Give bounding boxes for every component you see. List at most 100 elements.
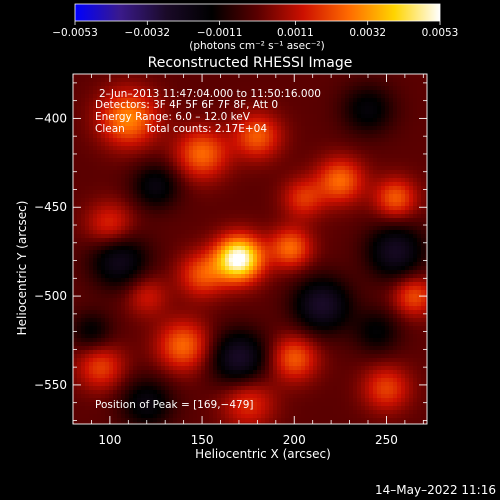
heatmap-cell — [329, 266, 334, 271]
heatmap-cell — [113, 122, 118, 127]
heatmap-cell — [141, 154, 146, 159]
heatmap-cell — [81, 234, 86, 239]
heatmap-cell — [73, 286, 78, 291]
heatmap-cell — [221, 230, 226, 235]
heatmap-cell — [361, 178, 366, 183]
heatmap-cell — [125, 82, 130, 87]
heatmap-cell — [113, 178, 118, 183]
heatmap-cell — [397, 210, 402, 215]
heatmap-cell — [277, 174, 282, 179]
heatmap-cell — [357, 98, 362, 103]
heatmap-cell — [281, 282, 286, 287]
heatmap-cell — [161, 290, 166, 295]
heatmap-cell — [121, 222, 126, 227]
heatmap-cell — [189, 182, 194, 187]
heatmap-cell — [249, 122, 254, 127]
heatmap-cell — [113, 266, 118, 271]
heatmap-cell — [341, 210, 346, 215]
heatmap-cell — [121, 202, 126, 207]
heatmap-cell — [317, 186, 322, 191]
heatmap-cell — [425, 86, 427, 91]
heatmap-cell — [337, 218, 342, 223]
heatmap-cell — [361, 158, 366, 163]
heatmap-cell — [225, 134, 230, 139]
heatmap-cell — [321, 154, 326, 159]
heatmap-cell — [129, 266, 134, 271]
heatmap-cell — [333, 74, 338, 79]
heatmap-cell — [273, 110, 278, 115]
heatmap-cell — [425, 126, 427, 131]
heatmap-cell — [225, 218, 230, 223]
heatmap-cell — [109, 138, 114, 143]
heatmap-cell — [181, 218, 186, 223]
heatmap-cell — [89, 90, 94, 95]
heatmap-cell — [121, 166, 126, 171]
heatmap-cell — [397, 178, 402, 183]
heatmap-cell — [413, 274, 418, 279]
heatmap-cell — [181, 230, 186, 235]
heatmap-cell — [137, 202, 142, 207]
heatmap-cell — [421, 274, 426, 279]
heatmap-cell — [101, 174, 106, 179]
heatmap-cell — [105, 246, 110, 251]
heatmap-cell — [133, 126, 138, 131]
heatmap-cell — [361, 294, 366, 299]
heatmap-cell — [277, 254, 282, 259]
heatmap-cell — [221, 158, 226, 163]
heatmap-cell — [93, 294, 98, 299]
heatmap-cell — [165, 266, 170, 271]
heatmap-cell — [205, 74, 210, 79]
heatmap-cell — [317, 270, 322, 275]
heatmap-cell — [77, 74, 82, 79]
heatmap-cell — [321, 246, 326, 251]
heatmap-cell — [377, 262, 382, 267]
heatmap-cell — [337, 114, 342, 119]
heatmap-cell — [157, 142, 162, 147]
heatmap-cell — [285, 254, 290, 259]
heatmap-cell — [309, 258, 314, 263]
heatmap-cell — [153, 162, 158, 167]
heatmap-cell — [421, 166, 426, 171]
heatmap-cell — [117, 214, 122, 219]
heatmap-cell — [425, 290, 427, 295]
heatmap-cell — [393, 274, 398, 279]
heatmap-cell — [265, 146, 270, 151]
heatmap-cell — [121, 98, 126, 103]
heatmap-cell — [373, 202, 378, 207]
heatmap-cell — [253, 206, 258, 211]
heatmap-cell — [157, 110, 162, 115]
heatmap-cell — [165, 262, 170, 267]
heatmap-cell — [177, 110, 182, 115]
heatmap-cell — [393, 118, 398, 123]
heatmap-cell — [257, 210, 262, 215]
heatmap-cell — [73, 166, 78, 171]
heatmap-cell — [253, 162, 258, 167]
heatmap-cell — [173, 214, 178, 219]
heatmap-cell — [265, 134, 270, 139]
heatmap-cell — [137, 118, 142, 123]
heatmap-cell — [333, 118, 338, 123]
heatmap-cell — [381, 214, 386, 219]
heatmap-cell — [93, 238, 98, 243]
heatmap-cell — [317, 226, 322, 231]
heatmap-cell — [113, 290, 118, 295]
heatmap-cell — [165, 94, 170, 99]
heatmap-cell — [189, 214, 194, 219]
heatmap-cell — [157, 278, 162, 283]
heatmap-cell — [141, 202, 146, 207]
heatmap-cell — [213, 282, 218, 287]
heatmap-cell — [397, 110, 402, 115]
heatmap-cell — [229, 194, 234, 199]
heatmap-cell — [177, 266, 182, 271]
heatmap-cell — [273, 234, 278, 239]
heatmap-cell — [313, 270, 318, 275]
heatmap-cell — [309, 194, 314, 199]
heatmap-cell — [173, 286, 178, 291]
heatmap-cell — [173, 130, 178, 135]
heatmap-cell — [301, 214, 306, 219]
heatmap-cell — [269, 130, 274, 135]
heatmap-cell — [341, 138, 346, 143]
heatmap-cell — [289, 194, 294, 199]
heatmap-cell — [97, 166, 102, 171]
heatmap-cell — [305, 110, 310, 115]
